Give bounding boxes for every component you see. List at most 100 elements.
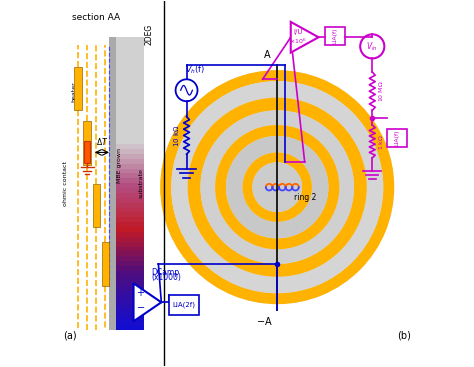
Bar [116,51,144,57]
Wedge shape [243,152,312,222]
Bar [116,139,144,145]
Polygon shape [291,22,319,52]
Wedge shape [215,125,339,249]
Bar [116,173,144,179]
Bar [387,129,407,147]
Bar [116,207,144,213]
Text: A: A [264,50,271,60]
Wedge shape [188,98,367,277]
Text: $-$: $-$ [136,301,145,311]
Bar [116,286,144,291]
Bar [116,81,144,86]
Bar [116,232,144,237]
Polygon shape [134,283,161,321]
Text: LIA(f): LIA(f) [332,28,337,44]
Bar [116,300,144,305]
Bar [116,320,144,325]
Bar [116,271,144,276]
Bar [116,76,144,81]
Bar [116,256,144,262]
Wedge shape [252,162,302,212]
Bar [116,222,144,228]
Bar [116,154,144,159]
Bar [116,193,144,198]
Bar [116,86,144,91]
Bar [116,295,144,301]
Text: ring 2: ring 2 [294,193,316,202]
Wedge shape [226,136,328,238]
Text: $\times$10$^6$: $\times$10$^6$ [289,37,307,46]
Bar [109,37,116,330]
Text: heater: heater [72,82,77,102]
Bar [116,276,144,281]
Text: 10 M$\Omega$: 10 M$\Omega$ [377,80,385,102]
Text: $V_h$(f): $V_h$(f) [185,64,205,76]
Bar [169,295,199,315]
Text: +: + [136,288,144,298]
Text: $V_{in}$: $V_{in}$ [366,40,378,52]
Bar [116,149,144,154]
Bar [116,212,144,218]
Bar [116,241,144,247]
Text: (a): (a) [64,331,77,341]
Bar [116,168,144,174]
Bar [116,100,144,105]
Wedge shape [201,110,354,264]
Text: LIA(2f): LIA(2f) [173,302,195,308]
Bar [116,61,144,66]
Text: (b): (b) [397,331,410,341]
Text: (x1000): (x1000) [151,273,181,282]
Bar [116,105,144,110]
Circle shape [360,34,384,58]
Text: LIA(f): LIA(f) [394,130,400,146]
Bar [116,110,144,115]
Text: MBE grown: MBE grown [117,148,122,183]
Bar [74,66,82,110]
Bar [116,251,144,257]
Bar [116,95,144,101]
Text: section AA: section AA [72,14,120,22]
Bar [116,120,144,125]
Bar [116,261,144,266]
Bar [116,159,144,164]
Text: 10 k$\Omega$: 10 k$\Omega$ [172,124,181,146]
Bar [116,183,144,188]
Bar [84,141,90,163]
Text: substrate: substrate [138,168,143,199]
Bar [116,227,144,232]
Wedge shape [171,81,383,293]
Wedge shape [160,70,394,304]
Bar [116,324,144,330]
Text: DCamp: DCamp [151,268,179,277]
Wedge shape [160,70,394,304]
Bar [116,188,144,193]
Bar [116,315,144,320]
Bar [116,125,144,130]
Bar [92,184,100,228]
Bar [116,247,144,252]
Bar [116,115,144,120]
Text: $\Delta T$: $\Delta T$ [96,136,108,147]
Text: 2DEG: 2DEG [144,23,153,44]
Text: I/U: I/U [293,29,303,35]
Bar [116,42,144,47]
Text: 1 k$\Omega$: 1 k$\Omega$ [377,134,385,149]
Bar [116,134,144,139]
Bar [116,164,144,169]
Bar [325,27,345,45]
Bar [116,217,144,222]
Bar [116,203,144,208]
Bar [116,237,144,242]
Bar [116,91,144,96]
Bar [116,57,144,62]
Bar [116,144,144,149]
Bar [102,242,109,286]
Text: ohmic contact: ohmic contact [63,161,68,206]
Bar [116,305,144,310]
Bar [83,121,91,165]
Bar [116,198,144,203]
Bar [116,290,144,296]
Bar [116,281,144,286]
Text: $-$A: $-$A [256,315,273,327]
Bar [116,37,144,42]
